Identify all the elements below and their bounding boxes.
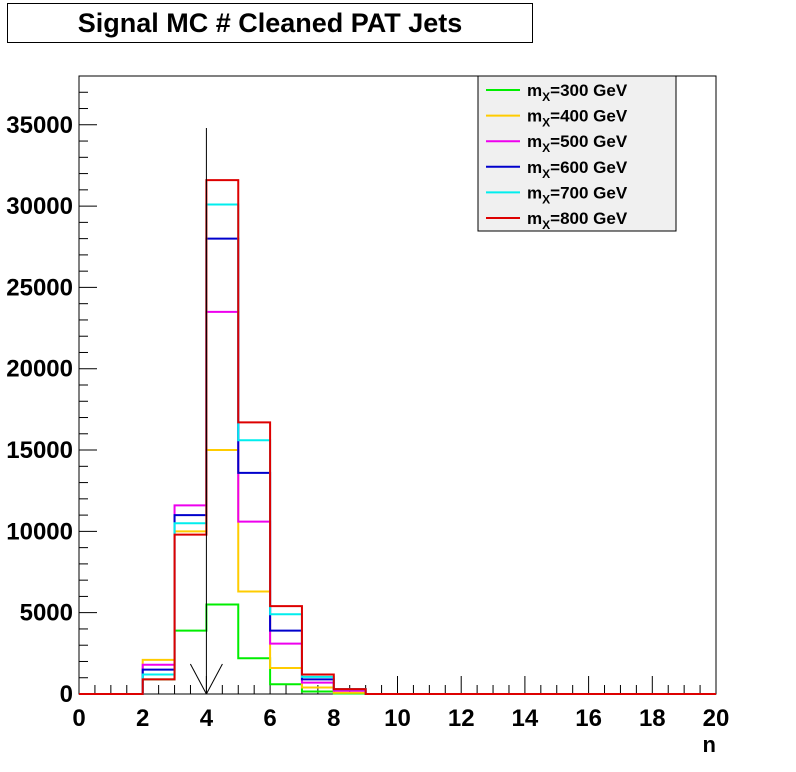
y-tick-label: 10000	[6, 518, 73, 545]
x-tick-label: 14	[512, 705, 539, 732]
chart-title: Signal MC # Cleaned PAT Jets	[7, 3, 533, 43]
legend-entry-label: mX=300 GeV	[527, 81, 628, 104]
x-tick-label: 6	[263, 705, 276, 732]
x-tick-label: 16	[575, 705, 602, 732]
x-tick-label: 20	[703, 705, 730, 732]
x-tick-label: 0	[72, 705, 85, 732]
series-line-m-x-800-gev	[79, 179, 716, 695]
series-layer	[79, 179, 716, 695]
legend-entry-label: mX=800 GeV	[527, 209, 628, 232]
annotation-arrow-head	[205, 663, 223, 695]
x-tick-label: 18	[639, 705, 666, 732]
y-tick-label: 0	[60, 681, 73, 708]
x-tick-label: 8	[327, 705, 340, 732]
x-tick-label: 10	[384, 705, 411, 732]
x-tick-label: 12	[448, 705, 475, 732]
y-tick-label: 15000	[6, 437, 73, 464]
legend-entry-label: mX=400 GeV	[527, 107, 628, 130]
x-tick-label: 2	[136, 705, 149, 732]
y-tick-label: 5000	[20, 600, 73, 627]
y-tick-label: 35000	[6, 112, 73, 139]
legend-entry-label: mX=500 GeV	[527, 132, 628, 155]
y-tick-label: 30000	[6, 193, 73, 220]
annotation-layer	[189, 128, 223, 695]
legend-box	[477, 75, 677, 232]
x-axis-label: n	[703, 732, 716, 757]
y-tick-label: 20000	[6, 356, 73, 383]
y-tick-label: 25000	[6, 274, 73, 301]
axis-ticks-layer: 0 2 4 6 8 10 12 14 16 18 20 0 5000 10000 15000 20000 250…	[6, 75, 730, 757]
legend-entry-label: mX=600 GeV	[527, 158, 628, 181]
legend-entry-label: mX=700 GeV	[527, 183, 628, 206]
x-tick-label: 4	[200, 705, 214, 732]
annotation-arrow-head	[189, 663, 207, 695]
